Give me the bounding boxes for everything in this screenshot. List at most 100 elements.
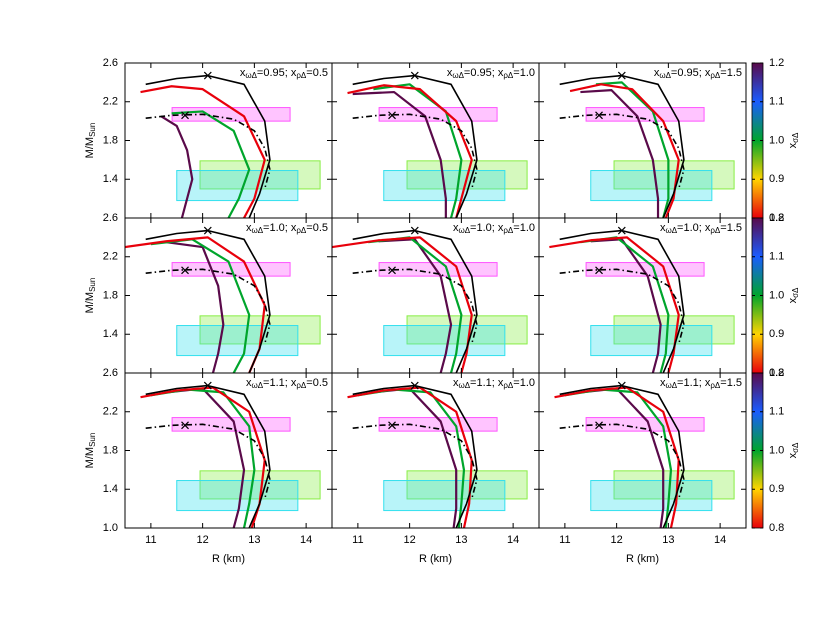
y-tick-label: 2.6 (103, 57, 118, 69)
colorbar-tick-label: 0.9 (769, 328, 784, 340)
subscript: ωΔ (245, 71, 257, 80)
subscript: ρΔ (503, 226, 514, 235)
envelope-curve (145, 229, 271, 373)
envelope-curve (145, 74, 271, 218)
subscript: σΔ (791, 442, 800, 453)
y-axis-label: M/MSun (84, 433, 97, 469)
subscript: ωΔ (452, 71, 464, 80)
subscript: σΔ (791, 287, 800, 298)
colorbar-tick-label: 0.8 (769, 522, 784, 534)
colorbar-tick-label: 1.0 (769, 289, 784, 301)
mass-radius-curve (373, 83, 463, 218)
envelope-curve (145, 384, 271, 528)
text-part: =1.1; x (677, 377, 711, 389)
reference-curve (352, 113, 478, 190)
envelope-curve (559, 74, 685, 218)
text-part: M/M (84, 137, 96, 158)
constraint-region (378, 262, 498, 277)
colorbar-tick-label: 0.9 (769, 483, 784, 495)
mass-radius-curve (580, 89, 660, 218)
x-tick-label: 11 (352, 534, 363, 546)
mass-radius-curve (590, 238, 662, 373)
marker (410, 381, 419, 390)
panel (331, 62, 540, 219)
text-part: x (447, 67, 453, 79)
envelope-curve (352, 74, 478, 218)
x-tick-label: 13 (248, 534, 260, 546)
marker (617, 381, 626, 390)
constraint-region (383, 480, 506, 512)
text-part: =0.5 (306, 67, 328, 79)
panel (331, 217, 540, 374)
mass-radius-curve (166, 241, 225, 373)
colorbar-tick-label: 1.1 (769, 406, 784, 418)
y-tick-label: 2.2 (103, 96, 118, 108)
constraint-region (176, 170, 299, 202)
text-part: M/M (84, 292, 96, 313)
constraint-region (613, 470, 735, 500)
text-part: x (246, 377, 252, 389)
subscript: ωΔ (458, 381, 470, 390)
constraint-region (406, 470, 528, 500)
colorbar-label: xσΔ (787, 442, 800, 458)
panel-label: xωΔ=0.95; xρΔ=1.0 (447, 67, 535, 80)
mass-radius-curve (140, 85, 266, 218)
mass-radius-curve (347, 386, 473, 528)
constraint-region (585, 107, 705, 122)
plot-area (140, 71, 321, 218)
panel-label: xωΔ=1.1; xρΔ=0.5 (246, 377, 328, 390)
text-part: =1.1; x (263, 377, 297, 389)
colorbar-label: xσΔ (787, 287, 800, 303)
x-axis-label: R (km) (212, 553, 245, 565)
panel (538, 217, 747, 374)
colorbar-tick-label: 1.2 (769, 57, 784, 69)
marker (388, 421, 396, 430)
plot-area (140, 381, 321, 528)
subscript: ρΔ (710, 226, 721, 235)
mass-radius-curve (569, 83, 680, 218)
constraint-region (383, 170, 506, 202)
colorbar-label: xσΔ (787, 132, 800, 148)
constraint-region (590, 170, 713, 202)
panel: 1.4 1.8 2.2 2.6 (103, 57, 333, 219)
text-part: =1.0; x (470, 222, 504, 234)
panel: 1.4 1.8 2.2 2.6 (103, 212, 333, 374)
constraint-region (585, 262, 705, 277)
subscript: ρΔ (503, 71, 514, 80)
text-part: =1.0 (513, 222, 535, 234)
plot-area (549, 226, 735, 373)
x-axis-label: R (km) (419, 553, 452, 565)
reference-curve (145, 268, 271, 345)
text-part: =1.0; x (677, 222, 711, 234)
y-tick-label: 2.2 (103, 251, 118, 263)
x-tick-label: 14 (714, 534, 726, 546)
constraint-region (613, 315, 735, 345)
subscript: ρΔ (710, 71, 721, 80)
text-part: =0.95; x (464, 67, 504, 79)
text-part: =0.5 (306, 377, 328, 389)
y-tick-label: 2.2 (103, 406, 118, 418)
marker (203, 381, 212, 390)
reference-curve (352, 268, 478, 345)
subscript: ωΔ (665, 381, 677, 390)
plot-area (125, 226, 321, 373)
subscript: ρΔ (296, 381, 307, 390)
colorbar-tick-label: 1.0 (769, 134, 784, 146)
reference-curve (352, 423, 478, 500)
text-part: x (660, 222, 666, 234)
subscript: ωΔ (251, 226, 263, 235)
constraint-region (590, 480, 713, 512)
x-axis-label: R (km) (626, 553, 659, 565)
marker (388, 266, 396, 275)
x-tick-label: 13 (455, 534, 467, 546)
colorbar-tick-label: 1.2 (769, 212, 784, 224)
subscript: ωΔ (458, 226, 470, 235)
marker (595, 421, 603, 430)
marker (181, 421, 189, 430)
panel-label: xωΔ=1.0; xρΔ=1.5 (660, 222, 742, 235)
x-tick-label: 11 (145, 534, 156, 546)
marker (595, 111, 603, 120)
text-part: x (246, 222, 252, 234)
text-part: =1.5 (720, 67, 742, 79)
